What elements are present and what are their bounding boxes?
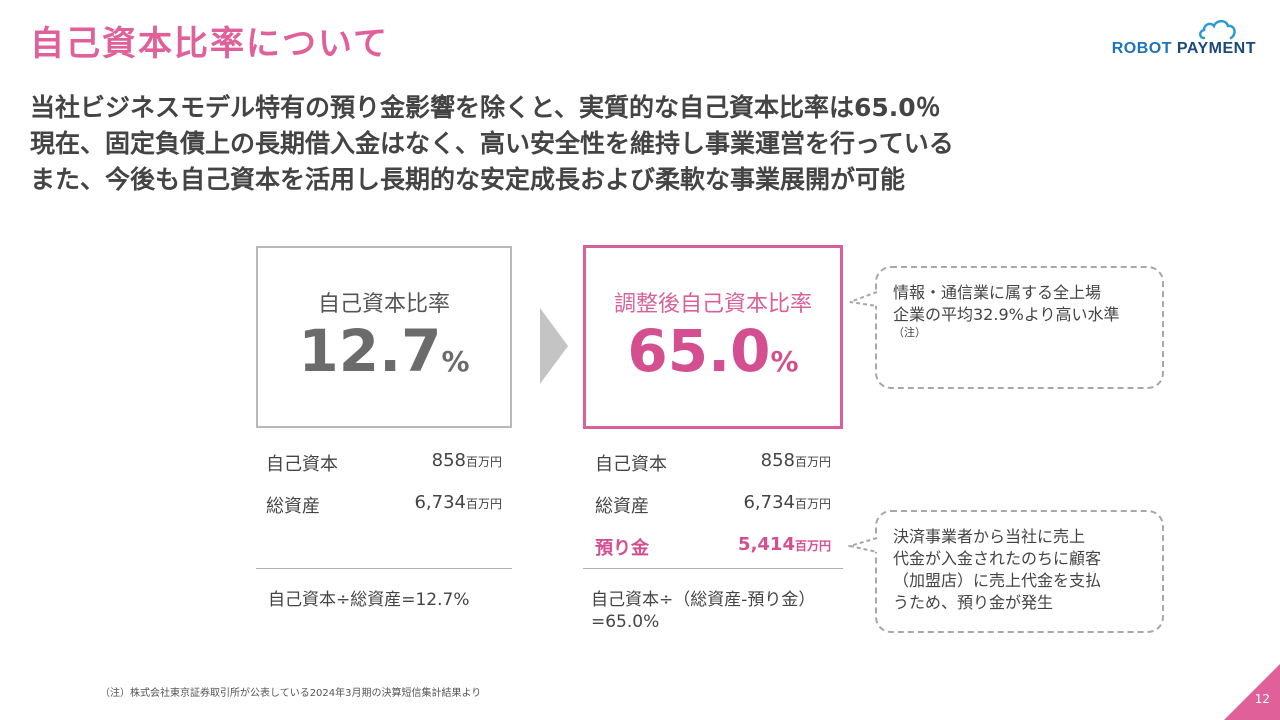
logo-robot-text: ROBOT bbox=[1111, 40, 1172, 57]
chevron-right-icon bbox=[540, 308, 568, 384]
lead-line-1: 当社ビジネスモデル特有の預り金影響を除くと、実質的な自己資本比率は65.0％ bbox=[30, 93, 941, 122]
callout-line-4: うため、預り金が発生 bbox=[893, 593, 1054, 612]
lead-line-3: また、今後も自己資本を活用し長期的な安定成長および柔軟な事業展開が可能 bbox=[30, 165, 906, 194]
callout-line-1: 決済事業者から当社に売上 bbox=[893, 527, 1086, 546]
callout-note: （注） bbox=[893, 326, 926, 339]
equity-ratio-value: 12.7% bbox=[258, 320, 510, 393]
callout-line-2: 企業の平均32.9%より高い水準 bbox=[893, 305, 1120, 324]
right-row-equity: 自己資本 858百万円 bbox=[595, 450, 831, 476]
callout-tail bbox=[848, 537, 878, 553]
right-formula: 自己資本÷（総資産-預り金） =65.0% bbox=[591, 589, 815, 633]
left-row-total-assets: 総資産 6,734百万円 bbox=[266, 492, 502, 518]
row-label: 総資産 bbox=[266, 496, 320, 517]
company-logo: ROBOT PAYMENT bbox=[1112, 18, 1256, 62]
callout-line-3: （加盟店）に売上代金を支払 bbox=[893, 571, 1102, 590]
row-number: 6,734 bbox=[743, 492, 795, 513]
row-unit: 百万円 bbox=[794, 539, 831, 553]
row-unit: 百万円 bbox=[465, 497, 502, 511]
right-formula-line-2: =65.0% bbox=[591, 612, 660, 632]
row-label: 自己資本 bbox=[266, 454, 338, 475]
row-label: 総資産 bbox=[595, 496, 649, 517]
row-value: 858百万円 bbox=[432, 450, 502, 471]
equity-ratio-label: 自己資本比率 bbox=[317, 292, 450, 317]
row-value: 6,734百万円 bbox=[743, 492, 831, 513]
adjusted-equity-ratio-number: 65.0 bbox=[627, 317, 771, 385]
deposits-explanation-callout: 決済事業者から当社に売上 代金が入金されたのちに顧客 （加盟店）に売上代金を支払… bbox=[875, 510, 1164, 633]
left-row-equity: 自己資本 858百万円 bbox=[266, 450, 502, 476]
callout-tail bbox=[849, 291, 878, 307]
row-label: 預り金 bbox=[595, 538, 649, 559]
page-title: 自己資本比率について bbox=[30, 24, 389, 64]
industry-average-callout: 情報・通信業に属する全上場 企業の平均32.9%より高い水準 （注） bbox=[875, 266, 1164, 389]
adjusted-equity-ratio-value: 65.0% bbox=[586, 320, 840, 393]
row-unit: 百万円 bbox=[465, 455, 502, 469]
cloud-icon bbox=[1199, 19, 1236, 40]
footnote: （注）株式会社東京証券取引所が公表している2024年3月期の決算短信集計結果より bbox=[100, 688, 482, 699]
row-number: 5,414 bbox=[738, 534, 795, 555]
logo-payment-text: PAYMENT bbox=[1176, 40, 1256, 57]
equity-ratio-number: 12.7 bbox=[298, 317, 442, 385]
left-divider bbox=[256, 568, 512, 569]
adjusted-equity-ratio-label: 調整後自己資本比率 bbox=[613, 292, 812, 317]
right-formula-line-1: 自己資本÷（総資産-預り金） bbox=[591, 590, 816, 610]
row-unit: 百万円 bbox=[794, 455, 831, 469]
row-value: 858百万円 bbox=[761, 450, 831, 471]
equity-ratio-unit: % bbox=[441, 345, 470, 378]
right-row-total-assets: 総資産 6,734百万円 bbox=[595, 492, 831, 518]
left-formula: 自己資本÷総資産=12.7% bbox=[268, 590, 470, 610]
row-number: 6,734 bbox=[414, 492, 466, 513]
row-value: 6,734百万円 bbox=[414, 492, 502, 513]
row-number: 858 bbox=[431, 450, 466, 471]
lead-line-2: 現在、固定負債上の長期借入金はなく、高い安全性を維持し事業運営を行っている bbox=[30, 129, 954, 158]
adjusted-equity-ratio-box: 調整後自己資本比率 65.0% bbox=[583, 245, 843, 429]
page-number: 12 bbox=[1254, 692, 1270, 706]
row-number: 858 bbox=[760, 450, 795, 471]
callout-line-1: 情報・通信業に属する全上場 bbox=[893, 283, 1102, 302]
row-value: 5,414百万円 bbox=[738, 534, 831, 555]
corner-triangle bbox=[1224, 664, 1280, 720]
equity-ratio-box: 自己資本比率 12.7% bbox=[256, 246, 512, 428]
adjusted-equity-ratio-unit: % bbox=[770, 345, 799, 378]
row-unit: 百万円 bbox=[794, 497, 831, 511]
right-row-deposits: 預り金 5,414百万円 bbox=[595, 534, 831, 560]
logo-wordmark: ROBOT PAYMENT bbox=[1112, 40, 1256, 58]
right-divider bbox=[583, 568, 843, 569]
lead-text: 当社ビジネスモデル特有の預り金影響を除くと、実質的な自己資本比率は65.0％ 現… bbox=[30, 90, 1210, 198]
callout-line-2: 代金が入金されたのちに顧客 bbox=[893, 549, 1102, 568]
row-label: 自己資本 bbox=[595, 454, 667, 475]
